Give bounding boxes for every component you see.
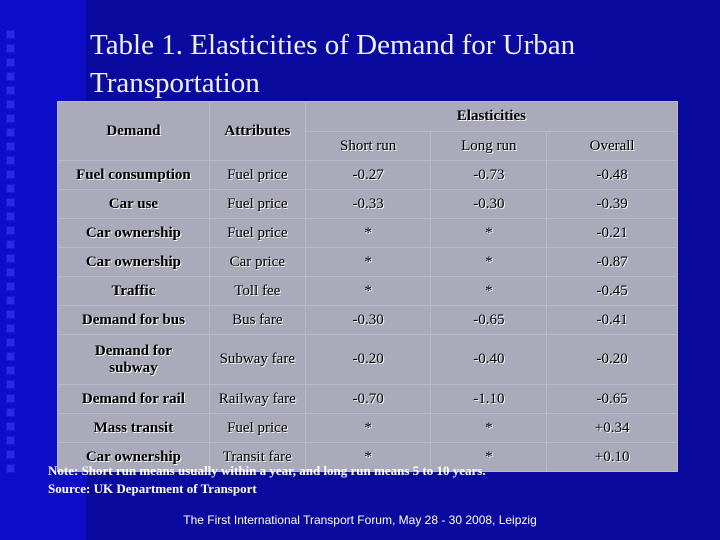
- header-attributes: Attributes: [208, 101, 306, 161]
- table-row: Car ownership Fuel price * * -0.21: [57, 218, 678, 248]
- cell-overall: -0.39: [546, 189, 678, 219]
- elasticities-table: Demand Attributes Elasticities Short run…: [57, 101, 679, 472]
- cell-overall: +0.10: [546, 442, 678, 472]
- cell-overall: -0.87: [546, 247, 678, 277]
- table-notes: Note: Short run means usually within a y…: [48, 462, 486, 498]
- cell-attribute: Railway fare: [208, 384, 306, 414]
- table-row: Demand for bus Bus fare -0.30 -0.65 -0.4…: [57, 305, 678, 335]
- cell-overall: -0.20: [546, 334, 678, 385]
- cell-overall: -0.41: [546, 305, 678, 335]
- cell-attribute: Fuel price: [208, 189, 306, 219]
- table-row: Car use Fuel price -0.33 -0.30 -0.39: [57, 189, 678, 219]
- header-demand: Demand: [57, 101, 210, 161]
- header-elasticities: Elasticities: [304, 101, 679, 132]
- cell-short-run: -0.20: [304, 334, 432, 385]
- elasticities-table-container: Demand Attributes Elasticities Short run…: [57, 101, 679, 472]
- cell-short-run: *: [304, 442, 432, 472]
- header-short-run: Short run: [304, 131, 432, 161]
- cell-short-run: -0.27: [304, 160, 432, 190]
- cell-attribute: Transit fare: [208, 442, 306, 472]
- cell-attribute: Fuel price: [208, 160, 306, 190]
- cell-short-run: *: [304, 218, 432, 248]
- table-row: Car ownership Car price * * -0.87: [57, 247, 678, 277]
- cell-long-run: -0.73: [430, 160, 548, 190]
- cell-demand: Traffic: [57, 276, 210, 306]
- cell-overall: -0.48: [546, 160, 678, 190]
- cell-demand: Mass transit: [57, 413, 210, 443]
- cell-overall: -0.21: [546, 218, 678, 248]
- cell-long-run: *: [430, 218, 548, 248]
- cell-long-run: -0.40: [430, 334, 548, 385]
- cell-overall: -0.45: [546, 276, 678, 306]
- cell-short-run: *: [304, 247, 432, 277]
- cell-long-run: -0.65: [430, 305, 548, 335]
- cell-demand: Car ownership: [57, 442, 210, 472]
- cell-demand: Demand for subway: [57, 334, 210, 385]
- cell-demand: Fuel consumption: [57, 160, 210, 190]
- decorative-squares: [6, 30, 20, 478]
- cell-short-run: -0.33: [304, 189, 432, 219]
- cell-attribute: Subway fare: [208, 334, 306, 385]
- cell-demand: Car ownership: [57, 218, 210, 248]
- table-row: Car ownership Transit fare * * +0.10: [57, 442, 678, 472]
- cell-long-run: *: [430, 413, 548, 443]
- cell-long-run: *: [430, 442, 548, 472]
- cell-attribute: Car price: [208, 247, 306, 277]
- table-row: Mass transit Fuel price * * +0.34: [57, 413, 678, 443]
- cell-short-run: -0.30: [304, 305, 432, 335]
- slide-footer: The First International Transport Forum,…: [183, 513, 537, 527]
- cell-long-run: -0.30: [430, 189, 548, 219]
- cell-attribute: Fuel price: [208, 413, 306, 443]
- cell-demand: Demand for bus: [57, 305, 210, 335]
- table-row: Demand for subway Subway fare -0.20 -0.4…: [57, 334, 678, 385]
- cell-short-run: -0.70: [304, 384, 432, 414]
- cell-overall: +0.34: [546, 413, 678, 443]
- cell-attribute: Toll fee: [208, 276, 306, 306]
- table-row: Traffic Toll fee * * -0.45: [57, 276, 678, 306]
- cell-short-run: *: [304, 413, 432, 443]
- header-long-run: Long run: [430, 131, 548, 161]
- cell-long-run: *: [430, 276, 548, 306]
- cell-overall: -0.65: [546, 384, 678, 414]
- table-row: Fuel consumption Fuel price -0.27 -0.73 …: [57, 160, 678, 190]
- cell-demand: Car use: [57, 189, 210, 219]
- cell-demand: Demand for rail: [57, 384, 210, 414]
- cell-attribute: Fuel price: [208, 218, 306, 248]
- header-overall: Overall: [546, 131, 678, 161]
- source-text: Source: UK Department of Transport: [48, 481, 257, 496]
- cell-attribute: Bus fare: [208, 305, 306, 335]
- cell-long-run: -1.10: [430, 384, 548, 414]
- table-row: Demand for rail Railway fare -0.70 -1.10…: [57, 384, 678, 414]
- slide-title: Table 1. Elasticities of Demand for Urba…: [90, 29, 576, 99]
- cell-demand: Car ownership: [57, 247, 210, 277]
- cell-long-run: *: [430, 247, 548, 277]
- cell-short-run: *: [304, 276, 432, 306]
- note-text: Note: Short run means usually within a y…: [48, 463, 486, 478]
